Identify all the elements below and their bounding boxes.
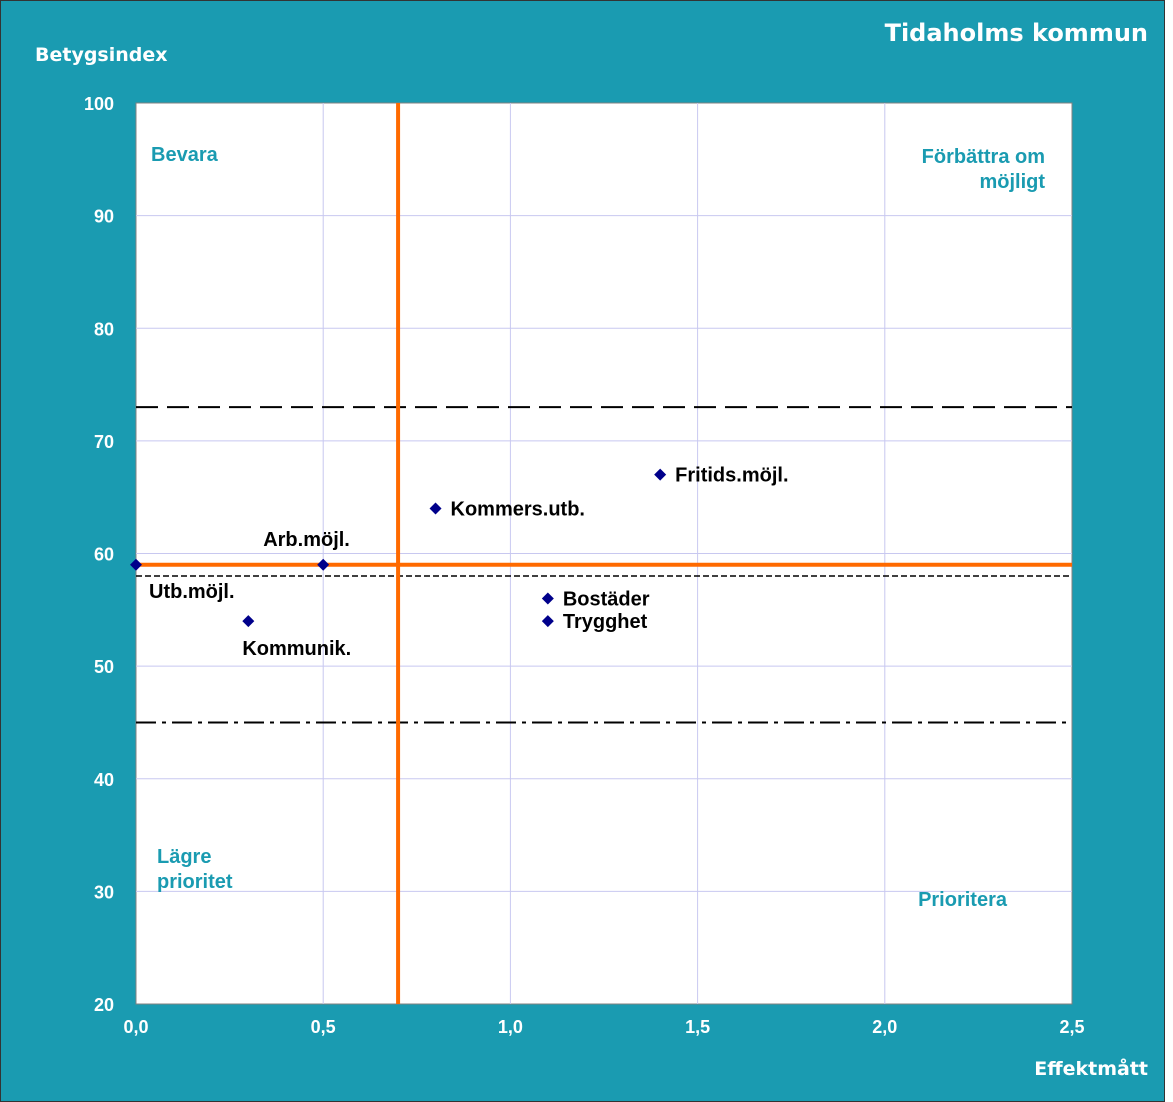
data-point-label: Kommunik. xyxy=(242,638,351,660)
data-point-label: Fritids.möjl. xyxy=(675,465,788,487)
x-tick-label: 1,0 xyxy=(498,1017,523,1037)
y-tick-label: 70 xyxy=(94,432,114,452)
quadrant-labels: Bevara Förbättra om möjligt Lägre prioritet P… xyxy=(151,144,1045,911)
data-point xyxy=(317,558,330,571)
quadrant-label-top-left: Bevara xyxy=(151,144,219,166)
gridlines xyxy=(136,103,1072,1004)
x-tick-label: 2,0 xyxy=(872,1017,897,1037)
data-point xyxy=(541,592,554,605)
data-point-label: Bostäder xyxy=(563,589,650,611)
x-tick-label: 0,0 xyxy=(123,1017,148,1037)
data-points: Utb.möjl. Arb.möjl. Kommunik. Kommers.utb. F… xyxy=(130,465,789,660)
quadrant-label-bottom-left: prioritet xyxy=(157,871,233,893)
quadrant-label-bottom-left: Lägre xyxy=(157,846,211,868)
data-point-label: Arb.möjl. xyxy=(263,529,350,551)
data-point xyxy=(654,468,667,481)
x-tick-label: 1,5 xyxy=(685,1017,710,1037)
y-tick-label: 100 xyxy=(84,94,114,114)
x-tick-label: 2,5 xyxy=(1059,1017,1084,1037)
quadrant-label-top-right: möjligt xyxy=(979,171,1045,193)
y-axis-label: Betygsindex xyxy=(35,44,168,66)
y-tick-label: 90 xyxy=(94,207,114,227)
x-tick-label: 0,5 xyxy=(311,1017,336,1037)
y-tick-label: 50 xyxy=(94,657,114,677)
data-point xyxy=(130,558,142,571)
chart-title: Tidaholms kommun xyxy=(885,19,1148,47)
quadrant-label-top-right: Förbättra om xyxy=(922,146,1045,168)
threshold-lines xyxy=(136,103,1072,1004)
y-tick-label: 40 xyxy=(94,770,114,790)
data-point xyxy=(541,615,554,628)
axis-ticks: 20 30 40 50 60 70 80 90 100 0,0 0,5 1,0 1,5 2,0 2,5 xyxy=(84,94,1085,1037)
y-tick-label: 20 xyxy=(94,995,114,1015)
y-tick-label: 60 xyxy=(94,545,114,565)
y-tick-label: 80 xyxy=(94,319,114,339)
data-point-label: Trygghet xyxy=(563,611,648,633)
data-point xyxy=(242,615,255,628)
quadrant-label-bottom-right: Prioritera xyxy=(918,889,1008,911)
reference-lines xyxy=(136,406,1072,724)
data-point-label: Kommers.utb. xyxy=(451,498,585,520)
x-axis-label: Effektmått xyxy=(1034,1056,1148,1080)
data-point xyxy=(429,502,442,515)
y-tick-label: 30 xyxy=(94,882,114,902)
data-point-label: Utb.möjl. xyxy=(149,581,235,603)
